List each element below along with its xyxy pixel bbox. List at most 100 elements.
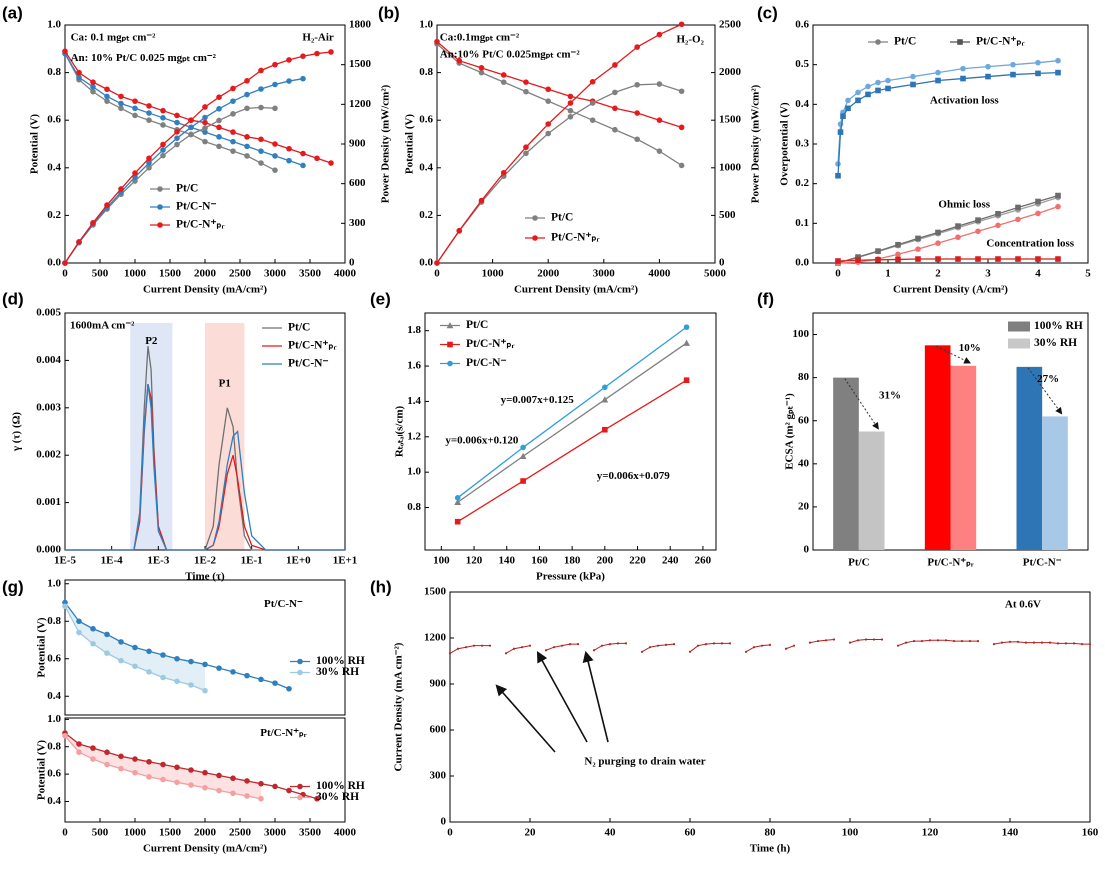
data-point — [230, 138, 236, 145]
x-tick-label: 4000 — [648, 268, 671, 280]
data-point — [589, 100, 596, 106]
data-point — [62, 48, 68, 54]
data-point — [895, 251, 901, 258]
x-tick-label: 0 — [62, 268, 68, 280]
data-point — [76, 69, 82, 76]
data-point — [995, 222, 1001, 229]
data-point — [768, 643, 772, 647]
data-point — [90, 79, 96, 85]
y-tick-label: 0.005 — [36, 307, 61, 319]
data-point — [856, 639, 860, 642]
x-tick-label: 2000 — [194, 268, 217, 280]
data-point — [845, 97, 851, 104]
data-point — [132, 178, 138, 184]
y2-tick-label: 2500 — [719, 19, 742, 31]
data-point — [608, 643, 612, 646]
x-tick-label: 2500 — [229, 827, 252, 839]
data-point — [216, 787, 222, 794]
series-line — [64, 732, 318, 800]
annotation: 1600mA cm⁻² — [70, 320, 135, 332]
data-point — [683, 339, 690, 346]
legend-marker — [957, 39, 963, 45]
data-point — [132, 663, 138, 670]
y-tick-label: 0 — [804, 544, 810, 556]
series-line — [457, 379, 687, 523]
y-tick-label: 900 — [430, 678, 447, 690]
x-tick-label: 40 — [605, 827, 617, 839]
annotation: Ca:0.1mgₚₜ cm⁻² — [440, 32, 520, 44]
x-tick-label: 1E-3 — [147, 555, 170, 567]
series-line — [837, 71, 1059, 176]
y2-tick-label: 1000 — [719, 161, 742, 173]
legend-label: Pt/C — [288, 322, 310, 334]
data-point — [683, 377, 690, 384]
y2-axis-label: Power Density (mW/cm²) — [380, 84, 392, 203]
x-axis-label: Current Density (mA/cm²) — [514, 284, 638, 296]
x-tick-label: 260 — [695, 555, 712, 567]
data-point — [1064, 642, 1068, 645]
x-tick-label: 120 — [922, 827, 939, 839]
data-point — [118, 186, 124, 192]
y-tick-label: 1.4 — [407, 395, 421, 407]
data-point — [792, 644, 796, 647]
panel-label: (c) — [757, 3, 778, 22]
annotation: H₂-Air — [302, 32, 334, 44]
x-tick-label: 3000 — [593, 268, 616, 280]
y-tick-label: 0.0 — [795, 257, 809, 269]
legend-label: 100% RH — [316, 655, 365, 667]
x-tick-label: 0 — [447, 827, 453, 839]
y-tick-label: 0.8 — [47, 740, 61, 752]
data-point — [995, 211, 1001, 217]
data-point — [230, 148, 236, 154]
data-point — [678, 88, 685, 95]
y-tick-label: 0.0 — [47, 257, 61, 269]
legend-label: Pt/C-N⁻ — [176, 201, 217, 213]
data-point — [576, 643, 580, 646]
data-point — [835, 172, 841, 179]
data-point — [90, 756, 96, 762]
data-point — [118, 657, 124, 664]
legend-label: Pt/C-N⁺ₚᵣ — [551, 232, 599, 244]
y-axis-label: Current Density (mA cm⁻²) — [393, 642, 405, 771]
data-point — [624, 642, 628, 645]
data-point — [592, 649, 596, 652]
data-point — [1055, 192, 1061, 199]
bar — [1016, 366, 1043, 550]
data-point — [855, 257, 861, 264]
x-tick-label: 4 — [1035, 268, 1041, 280]
x-tick-label: 0 — [835, 268, 841, 280]
data-point — [258, 136, 264, 143]
data-point — [244, 77, 250, 84]
plot-frame — [449, 591, 1091, 823]
data-point — [300, 75, 306, 82]
x-tick-label: 1000 — [482, 268, 505, 280]
data-point — [910, 81, 916, 88]
legend-label: Pt/C-N⁺ₚᵣ — [976, 36, 1024, 48]
annotation: 31% — [879, 389, 901, 401]
x-tick-label: 500 — [92, 268, 109, 280]
data-point — [132, 756, 138, 762]
data-point — [567, 113, 574, 120]
plot-frame — [812, 24, 1089, 264]
x-tick-label: 1E-2 — [194, 555, 217, 567]
y-tick-label: 0.6 — [47, 114, 61, 126]
data-point — [272, 783, 278, 790]
legend-swatch — [1008, 338, 1030, 349]
data-point — [952, 639, 956, 643]
data-point — [146, 103, 152, 109]
data-point — [1055, 69, 1061, 76]
y-tick-label: 0.6 — [419, 114, 433, 126]
data-point — [602, 426, 608, 433]
data-point — [960, 65, 966, 72]
data-point — [985, 63, 991, 70]
data-point — [500, 72, 507, 78]
data-point — [1010, 61, 1016, 68]
annotation: Pt/C-N⁺ₚᵣ — [260, 727, 307, 739]
data-point — [188, 767, 194, 773]
x-axis-label: Current Density (mA/cm²) — [143, 284, 267, 296]
legend-marker — [532, 235, 538, 241]
bar — [833, 377, 859, 550]
data-point — [545, 86, 551, 93]
data-point — [258, 160, 264, 166]
data-point — [602, 384, 608, 391]
